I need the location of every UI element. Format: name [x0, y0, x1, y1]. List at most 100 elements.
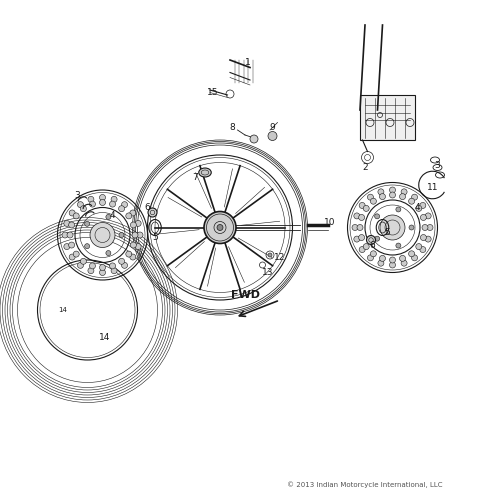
Text: 4: 4: [414, 203, 420, 212]
Ellipse shape: [148, 208, 157, 217]
Circle shape: [396, 207, 401, 212]
Text: 3: 3: [74, 190, 80, 200]
Circle shape: [130, 210, 136, 216]
Text: 13: 13: [262, 268, 273, 277]
Circle shape: [370, 251, 376, 257]
Circle shape: [111, 268, 117, 274]
Text: 15: 15: [207, 88, 218, 97]
Circle shape: [354, 213, 360, 219]
Circle shape: [416, 206, 422, 212]
Circle shape: [68, 242, 74, 248]
Circle shape: [359, 246, 365, 252]
Circle shape: [420, 214, 426, 220]
Circle shape: [422, 224, 428, 230]
Circle shape: [64, 244, 70, 250]
Circle shape: [78, 202, 84, 207]
Circle shape: [106, 250, 111, 256]
Circle shape: [130, 254, 136, 260]
Text: 9: 9: [270, 123, 276, 132]
Circle shape: [357, 224, 363, 230]
Circle shape: [380, 194, 386, 200]
Circle shape: [408, 251, 414, 257]
Circle shape: [73, 251, 79, 257]
Circle shape: [401, 189, 407, 195]
Circle shape: [130, 242, 136, 248]
Circle shape: [90, 201, 96, 207]
Circle shape: [88, 268, 94, 274]
Text: 2: 2: [362, 163, 368, 172]
Ellipse shape: [366, 236, 376, 244]
Circle shape: [416, 244, 422, 250]
Text: 11: 11: [427, 183, 438, 192]
Circle shape: [64, 220, 70, 226]
Circle shape: [368, 255, 374, 261]
Text: 1: 1: [244, 58, 250, 67]
Circle shape: [374, 236, 380, 241]
Circle shape: [106, 214, 111, 220]
Text: 5: 5: [384, 228, 390, 237]
Circle shape: [390, 257, 396, 263]
Circle shape: [390, 262, 396, 268]
Circle shape: [412, 255, 418, 261]
Text: 10: 10: [324, 218, 336, 227]
Circle shape: [100, 200, 105, 205]
Circle shape: [122, 262, 128, 268]
Circle shape: [427, 224, 433, 230]
Text: 5: 5: [152, 233, 158, 242]
Circle shape: [425, 213, 431, 219]
Circle shape: [400, 256, 406, 262]
Text: 4: 4: [110, 210, 116, 220]
Circle shape: [118, 206, 124, 212]
Circle shape: [111, 196, 117, 202]
Circle shape: [67, 232, 73, 238]
Circle shape: [352, 224, 358, 230]
Circle shape: [100, 270, 105, 276]
Circle shape: [90, 222, 115, 248]
Text: FWD: FWD: [230, 290, 260, 300]
Circle shape: [126, 251, 132, 257]
Circle shape: [68, 222, 74, 228]
Circle shape: [380, 256, 386, 262]
Circle shape: [135, 244, 141, 250]
Circle shape: [425, 236, 431, 242]
Circle shape: [84, 222, 89, 226]
Bar: [360, 95, 415, 140]
Text: 8: 8: [230, 123, 235, 132]
Text: 3: 3: [434, 160, 440, 170]
Circle shape: [420, 202, 426, 208]
Circle shape: [217, 224, 223, 230]
Circle shape: [408, 198, 414, 204]
Circle shape: [378, 260, 384, 266]
Circle shape: [122, 202, 128, 207]
Circle shape: [368, 194, 374, 200]
Circle shape: [119, 232, 124, 237]
Circle shape: [250, 135, 258, 143]
Circle shape: [110, 263, 116, 269]
Circle shape: [69, 254, 75, 260]
Circle shape: [400, 194, 406, 200]
Circle shape: [118, 258, 124, 264]
Circle shape: [268, 132, 277, 140]
Circle shape: [84, 244, 89, 248]
Circle shape: [100, 194, 105, 200]
Circle shape: [374, 214, 380, 219]
Circle shape: [363, 206, 369, 212]
Circle shape: [412, 194, 418, 200]
Circle shape: [396, 243, 401, 248]
Circle shape: [358, 214, 364, 220]
Circle shape: [130, 222, 136, 228]
Text: 14: 14: [58, 307, 67, 313]
Circle shape: [80, 258, 86, 264]
Circle shape: [268, 253, 272, 257]
Text: 12: 12: [274, 253, 285, 262]
Circle shape: [359, 202, 365, 208]
Circle shape: [69, 210, 75, 216]
Circle shape: [132, 232, 138, 238]
Circle shape: [380, 215, 405, 240]
Circle shape: [137, 232, 143, 238]
Circle shape: [90, 263, 96, 269]
Text: 7: 7: [192, 173, 198, 182]
Ellipse shape: [199, 168, 211, 177]
Circle shape: [378, 189, 384, 195]
Circle shape: [390, 187, 396, 193]
